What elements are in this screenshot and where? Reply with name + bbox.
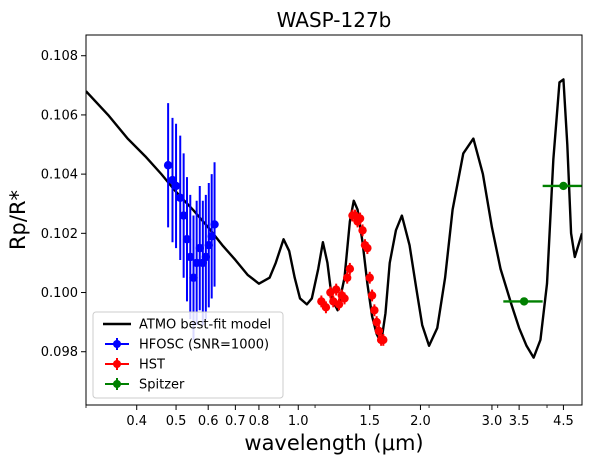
- legend-swatch-marker: [113, 360, 121, 368]
- data-point: [343, 273, 352, 282]
- legend-swatch-marker: [113, 380, 121, 388]
- data-point: [374, 326, 384, 336]
- series-2: [317, 209, 388, 346]
- data-point: [321, 303, 331, 312]
- data-point: [210, 220, 219, 229]
- series-1: [163, 103, 219, 340]
- plot-frame: [85, 34, 583, 406]
- x-tick-label: 3.5: [509, 414, 530, 429]
- chart-title: WASP-127b: [277, 8, 392, 32]
- data-point: [370, 306, 379, 315]
- y-tick-label: 0.108: [41, 49, 78, 64]
- series-0: [86, 78, 582, 359]
- x-tick-label: 0.4: [126, 414, 147, 429]
- data-point: [519, 297, 529, 306]
- data-point: [192, 258, 201, 268]
- data-point: [340, 294, 349, 303]
- x-axis: 0.4 0.5 0.6 0.7 0.8 1.0 1.5 2.0 3.0 3.5 4.5: [85, 405, 574, 429]
- data-point: [186, 252, 195, 262]
- y-tick-label: 0.106: [41, 108, 78, 123]
- data-point: [171, 181, 181, 191]
- model-line: [86, 78, 582, 359]
- x-tick-label: 0.6: [198, 414, 219, 429]
- data-point: [363, 243, 372, 253]
- data-point: [358, 226, 367, 235]
- x-axis-title: wavelength (μm): [244, 431, 423, 455]
- y-axis-title: Rp/R*: [6, 190, 30, 250]
- data-point: [317, 297, 326, 306]
- data-point: [345, 264, 355, 274]
- data-point: [163, 161, 173, 170]
- legend-swatch-marker: [113, 340, 121, 348]
- x-tick-label: 3.0: [482, 414, 503, 429]
- data-point: [189, 273, 198, 282]
- data-point: [379, 335, 388, 345]
- legend-label: ATMO best-fit model: [139, 318, 271, 333]
- legend-box: [92, 311, 284, 399]
- y-axis: 0.098 0.100 0.102 0.104 0.106 0.108: [41, 49, 86, 360]
- data-point: [355, 214, 365, 223]
- legend: ATMO best-fit model HFOSC (SNR=1000) HST Sp…: [92, 311, 284, 399]
- plot-area: [86, 78, 582, 359]
- x-tick-label: 2.0: [410, 414, 431, 429]
- legend-label: HFOSC (SNR=1000): [139, 338, 269, 353]
- data-point: [367, 291, 377, 300]
- x-tick-label: 0.7: [225, 414, 246, 429]
- data-point: [334, 300, 344, 309]
- data-point: [365, 273, 374, 282]
- data-point: [331, 285, 341, 294]
- x-tick-label: 0.8: [249, 414, 270, 429]
- x-tick-label: 1.0: [288, 414, 309, 429]
- legend-label: HST: [139, 358, 165, 373]
- y-tick-label: 0.104: [41, 168, 78, 183]
- x-tick-label: 0.5: [166, 414, 187, 429]
- x-tick-label: 4.5: [553, 414, 574, 429]
- x-tick-label: 1.5: [359, 414, 380, 429]
- data-point: [559, 181, 568, 191]
- data-point: [179, 211, 188, 220]
- y-tick-label: 0.100: [41, 286, 78, 301]
- data-point: [372, 317, 381, 327]
- series-3: [503, 181, 582, 306]
- y-tick-label: 0.102: [41, 227, 78, 242]
- data-point: [182, 235, 192, 244]
- legend-label: Spitzer: [139, 378, 185, 393]
- y-tick-label: 0.098: [41, 345, 78, 360]
- data-point: [176, 193, 185, 202]
